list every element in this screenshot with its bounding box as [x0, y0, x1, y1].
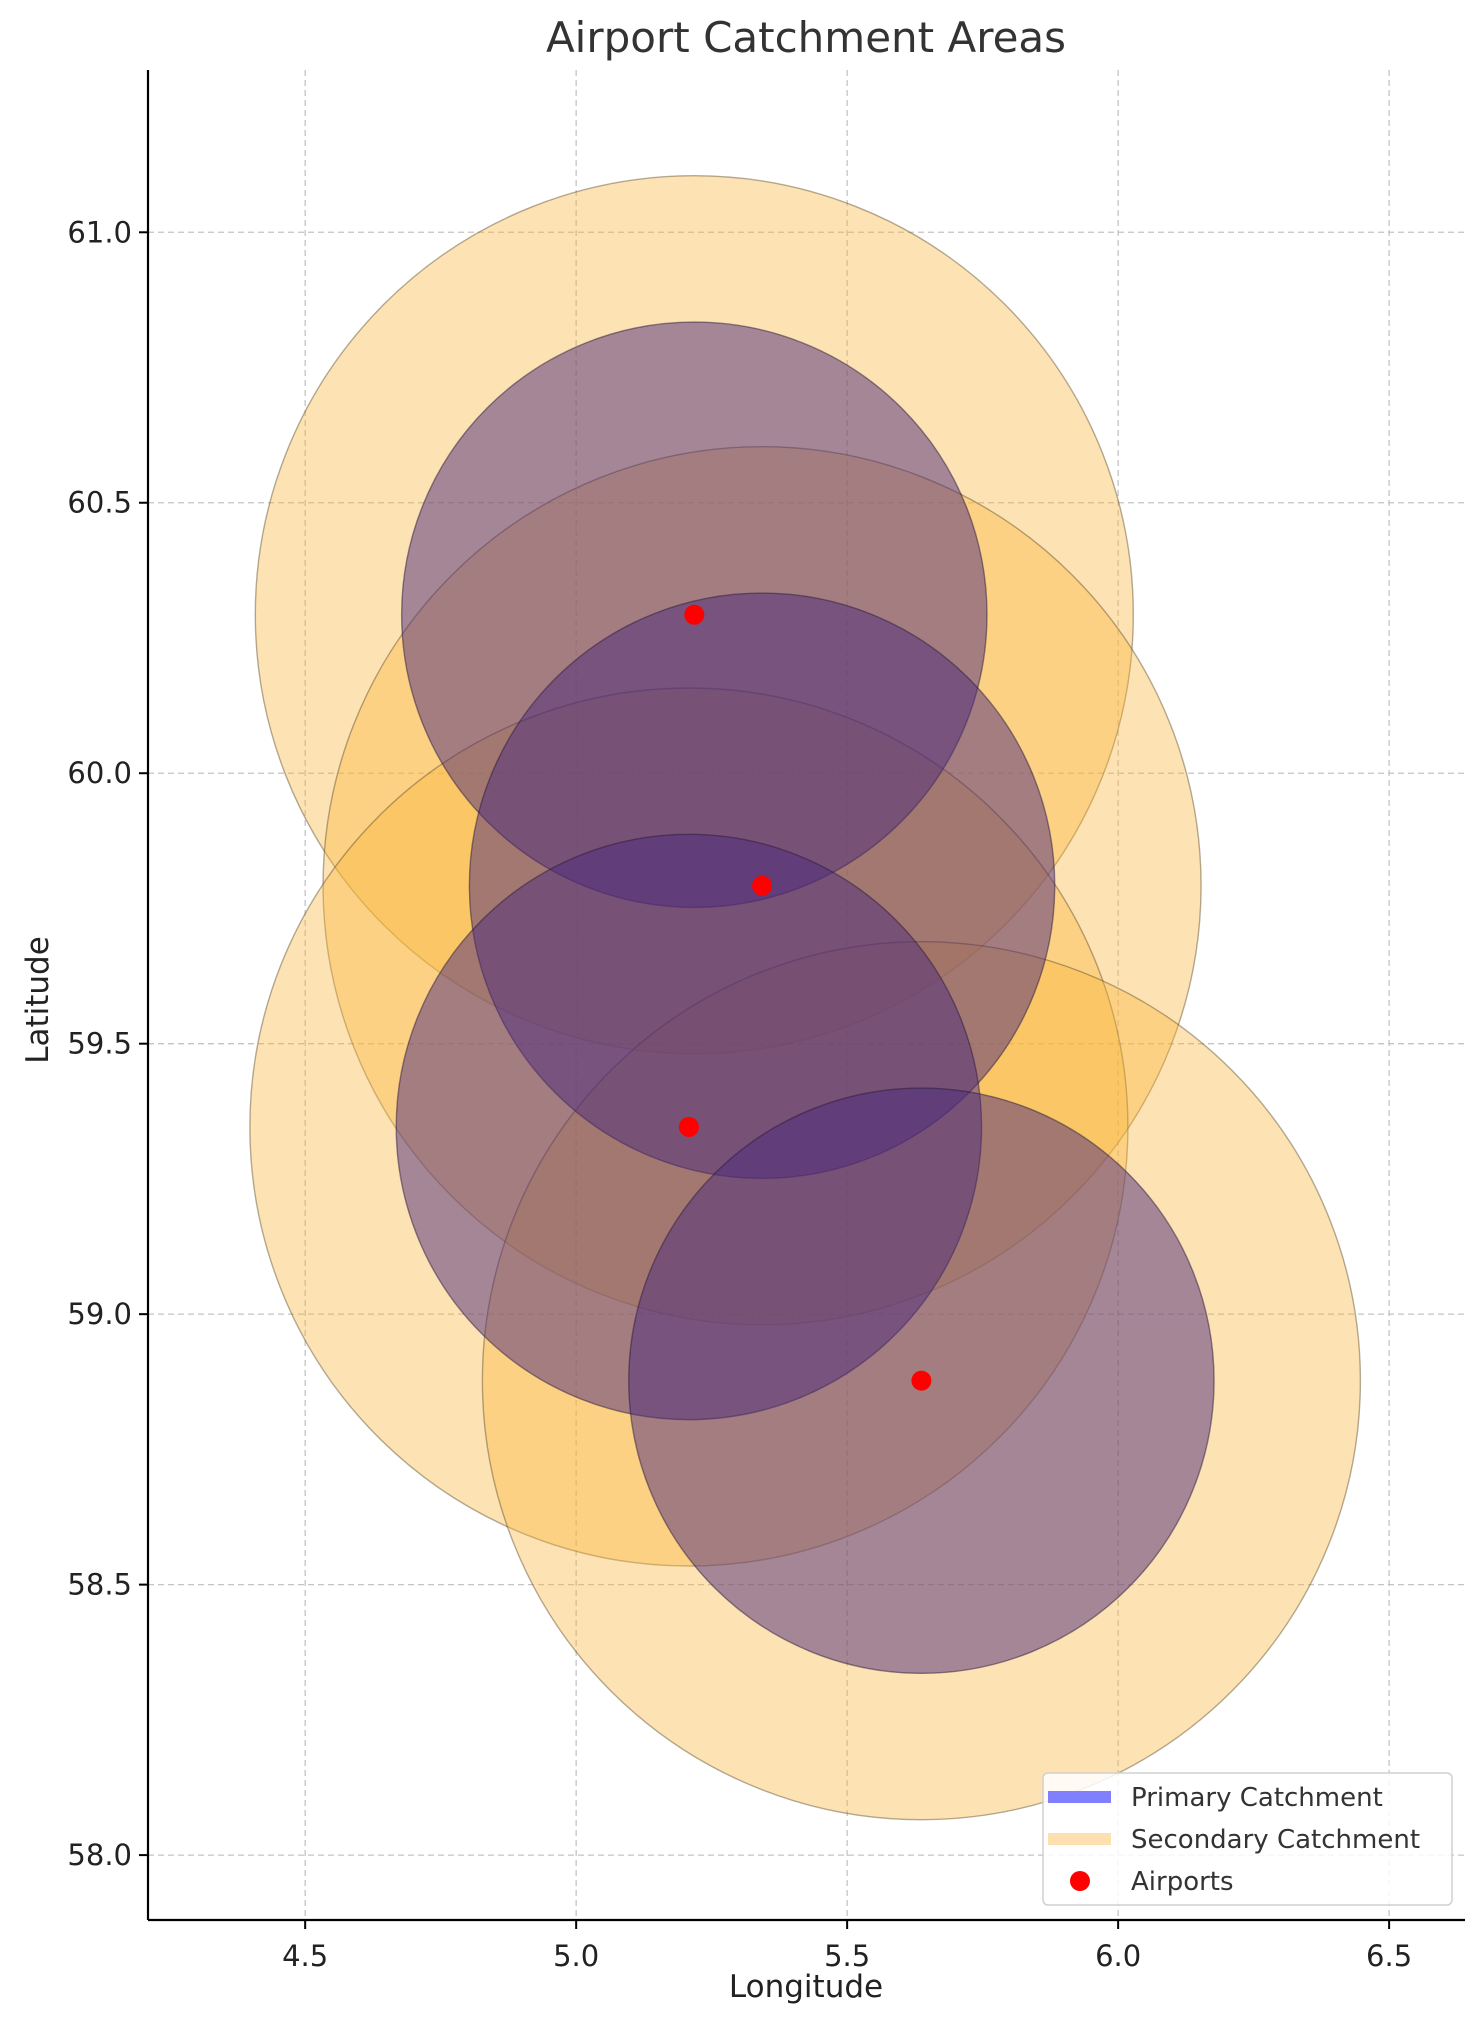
legend-label: Secondary Catchment	[1131, 1825, 1420, 1855]
x-axis-title: Longitude	[729, 1969, 883, 2005]
x-tick-label: 5.5	[824, 1939, 870, 1973]
legend: Primary Catchment Secondary Catchment Airp…	[1042, 1772, 1453, 1906]
y-tick-label: 60.5	[67, 486, 132, 520]
x-tick-label: 4.5	[282, 1939, 328, 1973]
y-tick-label: 58.0	[67, 1838, 132, 1872]
airport-point	[752, 875, 773, 896]
legend-swatch-secondary	[1048, 1833, 1111, 1845]
legend-swatch-primary	[1048, 1791, 1111, 1803]
axes-layer	[146, 70, 1465, 1922]
legend-box	[1042, 1772, 1453, 1906]
airport-layer	[678, 604, 932, 1391]
y-tick-label: 59.5	[67, 1027, 132, 1061]
airport-point	[911, 1370, 932, 1391]
y-tick-label: 60.0	[67, 756, 132, 790]
x-tick-label: 5.0	[553, 1939, 599, 1973]
airport-point	[678, 1116, 699, 1137]
y-axis-title: Latitude	[20, 936, 56, 1064]
y-tick-label: 59.0	[67, 1297, 132, 1331]
tick-layer: 4.5 5.0 5.5 6.0 6.5 58.0 58.5 59.0 59.5 60.0 60.5 6…	[67, 215, 1412, 1973]
x-tick-label: 6.0	[1095, 1939, 1141, 1973]
legend-label: Airports	[1131, 1867, 1234, 1897]
y-tick-label: 58.5	[67, 1568, 132, 1602]
y-tick-label: 61.0	[67, 215, 132, 249]
airport-point	[684, 604, 705, 625]
x-tick-label: 6.5	[1366, 1939, 1412, 1973]
legend-label: Primary Catchment	[1131, 1783, 1383, 1813]
legend-marker-airport	[1070, 1871, 1090, 1891]
chart-title: Airport Catchment Areas	[546, 13, 1066, 62]
